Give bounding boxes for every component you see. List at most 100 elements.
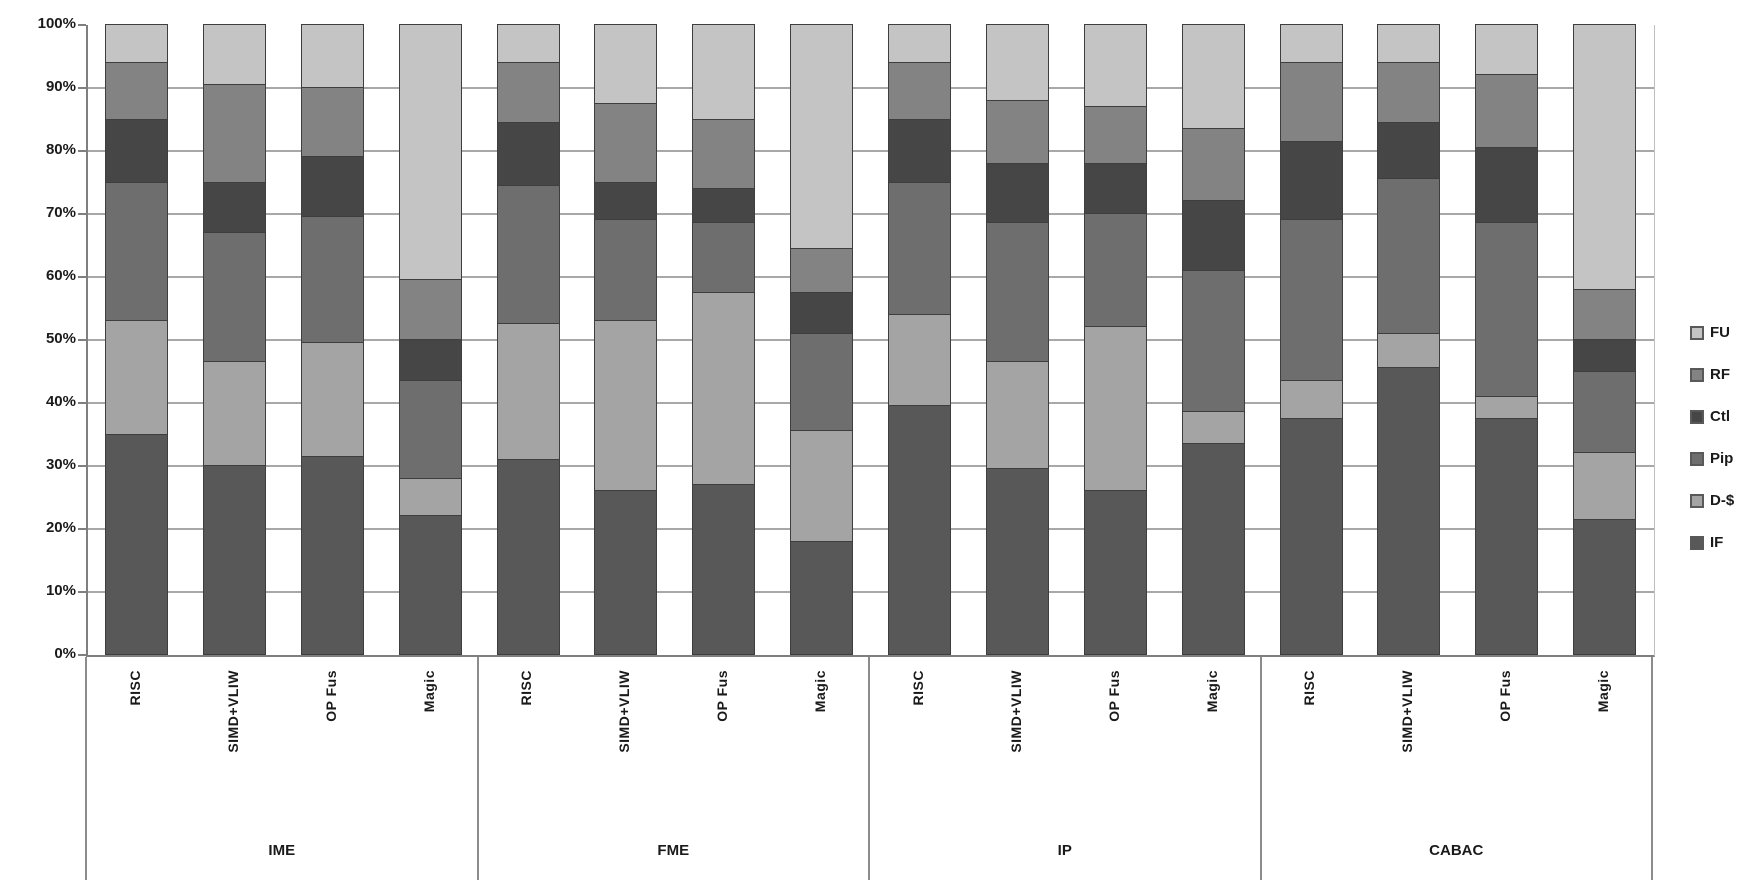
stacked-bar-CABAC-OP Fus [1475, 24, 1539, 655]
segment-D-$ [1573, 452, 1637, 520]
segment-IF [496, 458, 560, 655]
legend-label: D-$ [1710, 492, 1735, 509]
segment-Pip [594, 219, 658, 322]
segment-D-$ [692, 291, 756, 485]
segment-IF [1573, 518, 1637, 655]
y-axis-label: 80% [45, 141, 76, 158]
category-label-text: OP Fus [322, 670, 339, 722]
legend-swatch-icon [1690, 494, 1704, 508]
segment-Pip [202, 231, 266, 363]
legend-item-FU: FU [1690, 324, 1734, 341]
segment-Ctl [1181, 200, 1245, 271]
category-label: RISC [869, 670, 967, 855]
segment-Ctl [1573, 339, 1637, 372]
stacked-bar-FME-OP Fus [692, 24, 756, 655]
stacked-bar-IME-SIMD+VLIW [202, 24, 266, 655]
y-axis-label: 40% [45, 393, 76, 410]
category-label: SIMD+VLIW [1358, 670, 1456, 855]
y-axis-tick [78, 87, 86, 89]
category-label-text: OP Fus [1497, 670, 1514, 722]
category-label-text: RISC [1301, 670, 1318, 706]
segment-Pip [1279, 219, 1343, 381]
category-label: Magic [1554, 670, 1652, 855]
segment-RF [398, 279, 462, 340]
segment-Ctl [888, 118, 951, 183]
segment-Pip [1475, 222, 1539, 397]
segment-FU [1279, 24, 1343, 63]
segment-D-$ [496, 323, 560, 460]
legend-swatch-icon [1690, 410, 1704, 424]
category-label: OP Fus [282, 670, 380, 855]
legend-item-D-$: D-$ [1690, 492, 1735, 509]
segment-Pip [398, 379, 462, 479]
category-label: Magic [771, 670, 869, 855]
segment-RF [790, 247, 854, 293]
stacked-bar-FME-RISC [496, 24, 560, 655]
segment-RF [1083, 105, 1147, 164]
gridline [88, 465, 1654, 467]
segment-IF [1475, 417, 1539, 655]
legend-swatch-icon [1690, 326, 1704, 340]
stacked-bar-IP-SIMD+VLIW [985, 24, 1049, 655]
segment-Ctl [300, 156, 364, 218]
category-label: Magic [1163, 670, 1261, 855]
y-axis-tick [78, 591, 86, 593]
category-label-text: RISC [518, 670, 535, 706]
segment-FU [1573, 24, 1637, 290]
legend-item-RF: RF [1690, 367, 1734, 382]
group-separator [1651, 657, 1653, 880]
stacked-bar-IME-Magic [398, 24, 462, 655]
segment-D-$ [985, 361, 1049, 470]
segment-IF [398, 515, 462, 655]
segment-RF [1181, 127, 1245, 202]
segment-RF [888, 61, 951, 120]
legend-swatch-icon [1690, 368, 1704, 382]
legend-label: Ctl [1710, 408, 1730, 425]
y-axis-label: 20% [45, 519, 76, 536]
segment-RF [105, 61, 168, 120]
legend-swatch-icon [1690, 452, 1704, 466]
category-label: RISC [478, 670, 576, 855]
y-axis-tick [78, 339, 86, 341]
legend-label: IF [1710, 534, 1724, 551]
segment-FU [888, 24, 951, 63]
segment-Pip [1573, 370, 1637, 454]
category-label-text: Magic [1203, 670, 1220, 713]
segment-IF [790, 540, 854, 655]
segment-Pip [1181, 269, 1245, 413]
stacked-bar-IME-OP Fus [300, 24, 364, 655]
segment-D-$ [300, 342, 364, 457]
y-axis-label: 70% [45, 204, 76, 221]
segment-D-$ [790, 430, 854, 542]
segment-IF [692, 483, 756, 655]
segment-FU [496, 24, 560, 63]
gridline [88, 339, 1654, 341]
gridline [88, 591, 1654, 593]
legend-label: FU [1710, 324, 1730, 341]
y-axis-tick [78, 654, 86, 656]
category-label: RISC [86, 670, 184, 855]
segment-Ctl [692, 187, 756, 224]
segment-IF [1279, 417, 1343, 655]
segment-D-$ [398, 477, 462, 517]
stacked-bar-CABAC-Magic [1573, 24, 1637, 655]
segment-IF [1181, 442, 1245, 655]
gridline [88, 402, 1654, 404]
segment-FU [1181, 24, 1245, 129]
segment-Ctl [1279, 140, 1343, 221]
segment-Pip [300, 216, 364, 344]
gridline [88, 87, 1654, 89]
segment-RF [1377, 61, 1441, 123]
category-label-text: OP Fus [1105, 670, 1122, 722]
legend-item-Pip: Pip [1690, 451, 1734, 466]
legend-swatch-icon [1690, 536, 1704, 550]
segment-RF [692, 118, 756, 189]
segment-Pip [1083, 213, 1147, 328]
segment-Pip [985, 222, 1049, 363]
segment-D-$ [1083, 326, 1147, 492]
segment-IF [888, 405, 951, 655]
segment-FU [985, 24, 1049, 101]
stacked-bar-FME-Magic [790, 24, 854, 655]
segment-FU [1377, 24, 1441, 63]
